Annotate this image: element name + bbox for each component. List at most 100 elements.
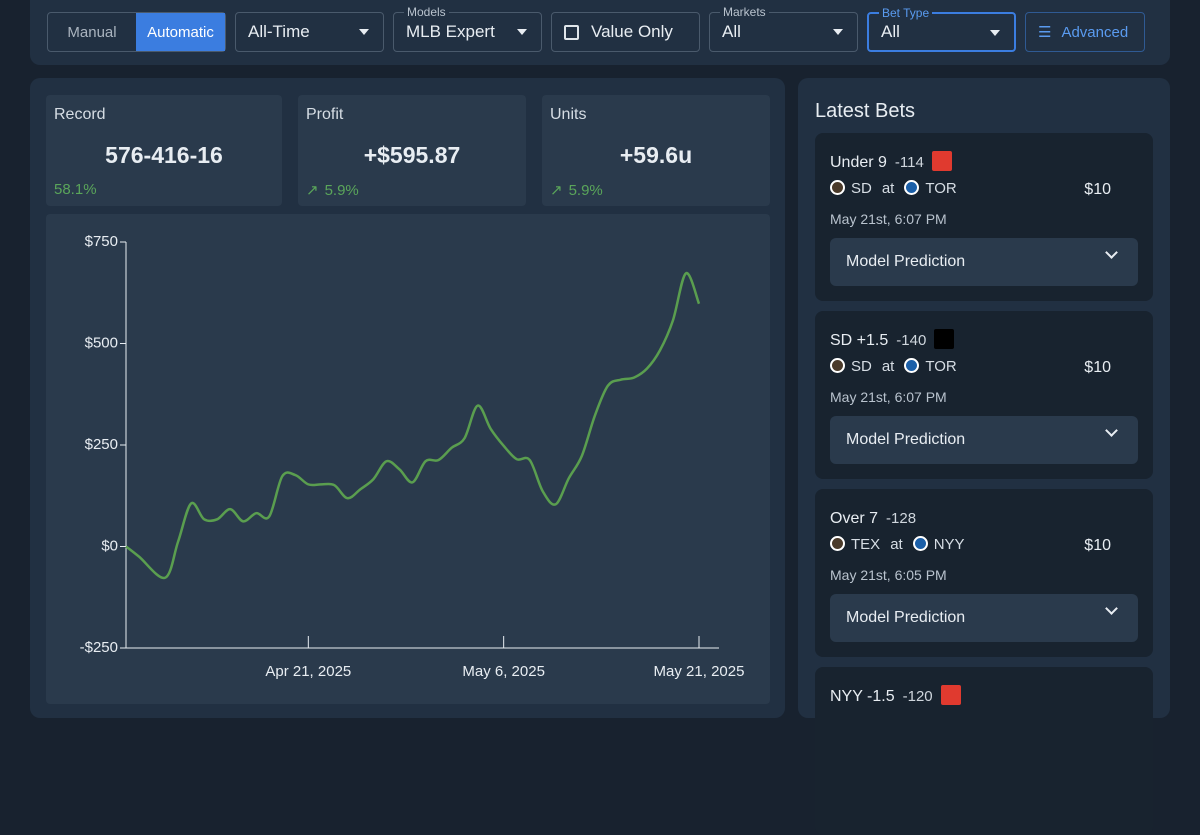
value-only-label: Value Only	[591, 22, 673, 41]
away-team: TEX	[851, 536, 881, 553]
bet-card: Under 9 -114 SD at TOR $10 May 21st, 6:07 PM Mo…	[815, 133, 1153, 301]
stat-sub: 58.1%	[54, 181, 97, 198]
checkbox[interactable]	[564, 24, 579, 40]
away-logo	[830, 358, 845, 373]
book-logo	[924, 507, 944, 527]
chevron	[1105, 246, 1118, 259]
at-text: at	[890, 536, 903, 553]
bet-type-select[interactable]: Bet Type All	[867, 6, 1016, 52]
stat-card: Profit +$595.87 ↗ 5.9%	[298, 95, 526, 206]
stat-label: Record	[54, 106, 106, 123]
book-logo	[940, 685, 961, 705]
chart-card: -$250 $0 $250 $500 $750 Apr 21, 2025 May 6, 20…	[46, 214, 770, 704]
model-prediction-button[interactable]: Model Prediction	[830, 416, 1138, 464]
button-text: Model Prediction	[846, 609, 966, 626]
automatic-button[interactable]: Automatic	[136, 13, 225, 51]
chevron	[1105, 602, 1118, 615]
stat-label: Profit	[306, 106, 344, 123]
stat-value: +$595.87	[363, 142, 461, 168]
away-logo	[830, 536, 845, 551]
bet-odds: -114	[894, 154, 924, 171]
at-text: at	[881, 358, 895, 375]
sliders-icon: ☰	[1038, 24, 1052, 41]
matchup: TEX at NYY	[830, 536, 965, 553]
bet-header: SD +1.5 -140	[830, 329, 955, 350]
y-tick-label: $250	[85, 436, 118, 453]
stat-card: Record 576-416-16 58.1%	[46, 95, 282, 206]
stat-label: Units	[550, 106, 587, 123]
matchup: SD at TOR	[830, 180, 957, 197]
bet-stake: $10	[1084, 537, 1111, 554]
mode-toggle[interactable]: Manual Automatic	[47, 12, 226, 52]
home-logo	[904, 180, 920, 195]
date-value: All-Time	[248, 22, 310, 41]
advanced-button[interactable]: ☰ Advanced	[1025, 12, 1145, 52]
page: Manual Automatic All-Time Models MLB Expe…	[30, 0, 1170, 718]
stat-card: Units +59.6u ↗ 5.9%	[542, 95, 770, 206]
stat-value: +59.6u	[619, 142, 693, 168]
trend-icon: ↗	[306, 182, 319, 199]
trend-icon: ↗	[550, 182, 563, 199]
y-tick-label: -$250	[80, 639, 118, 656]
home-logo	[904, 358, 920, 373]
markets-value: All	[722, 22, 741, 41]
stat-sub-text: 5.9%	[324, 181, 359, 199]
advanced-text: Advanced	[1061, 23, 1129, 41]
at-text: at	[881, 180, 895, 197]
stat-value: 576-416-16	[105, 142, 223, 168]
models-label: Models	[404, 5, 449, 19]
bet-pick: Under 9	[830, 154, 887, 171]
bet-header: NYY -1.5 -120	[830, 685, 961, 706]
latest-bets-title: Latest Bets	[815, 100, 916, 122]
markets-select[interactable]: Markets All	[709, 5, 858, 52]
value-only-checkbox[interactable]: Value Only	[551, 12, 700, 52]
stat-sub-text: 58.1%	[54, 181, 97, 198]
markets-label: Markets	[720, 5, 769, 19]
away-team: SD	[851, 358, 872, 375]
x-tick-label: May 6, 2025	[462, 663, 545, 680]
home-team: NYY	[933, 536, 965, 553]
stat-sub: ↗ 5.9%	[306, 181, 359, 200]
bet-card: Over 7 -128 TEX at NYY $10 May 21st, 6:05 PM Mo…	[815, 489, 1153, 657]
x-tick-label: Apr 21, 2025	[265, 663, 351, 680]
bet-stake: $10	[1084, 181, 1111, 198]
bet-header: Over 7 -128	[830, 507, 944, 528]
button-text: Model Prediction	[846, 431, 966, 448]
bet-card: NYY -1.5 -120	[815, 667, 1153, 835]
bet-odds: -128	[886, 510, 917, 527]
book-logo	[931, 151, 952, 171]
bet-stake: $10	[1084, 359, 1111, 376]
home-logo	[912, 536, 928, 551]
y-tick-label: $500	[85, 334, 118, 351]
bet-header: Under 9 -114	[830, 151, 952, 172]
home-team: TOR	[925, 358, 957, 375]
bet-pick: Over 7	[830, 510, 879, 527]
y-tick-label: $0	[101, 537, 118, 554]
stat-sub-text: 5.9%	[568, 181, 603, 199]
profit-chart: -$250 $0 $250 $500 $750 Apr 21, 2025 May 6, 20…	[80, 233, 745, 680]
models-select[interactable]: Models MLB Expert	[393, 5, 542, 52]
bet-time: May 21st, 6:07 PM	[830, 389, 947, 405]
bet-type-label: Bet Type	[879, 6, 933, 20]
bet-time: May 21st, 6:07 PM	[830, 211, 947, 227]
button-text: Model Prediction	[846, 253, 966, 270]
bet-time: May 21st, 6:05 PM	[830, 567, 947, 583]
profit-line	[125, 272, 701, 580]
manual-button[interactable]: Manual	[67, 23, 117, 41]
bet-card: SD +1.5 -140 SD at TOR $10 May 21st, 6:07 PM Mo…	[815, 311, 1153, 479]
chevron	[1105, 424, 1118, 437]
date-select[interactable]: All-Time	[235, 12, 384, 52]
matchup: SD at TOR	[830, 358, 957, 375]
x-tick-label: May 21, 2025	[654, 663, 745, 680]
bet-type-value: All	[881, 22, 900, 41]
y-tick-label: $750	[85, 233, 118, 250]
model-prediction-button[interactable]: Model Prediction	[830, 238, 1138, 286]
bet-odds: -140	[896, 332, 927, 349]
book-logo	[934, 329, 955, 349]
model-prediction-button[interactable]: Model Prediction	[830, 594, 1138, 642]
home-team: TOR	[925, 180, 957, 197]
stat-sub: ↗ 5.9%	[550, 181, 603, 200]
away-team: SD	[851, 180, 872, 197]
away-logo	[830, 180, 845, 195]
bet-pick: SD +1.5	[830, 332, 889, 349]
